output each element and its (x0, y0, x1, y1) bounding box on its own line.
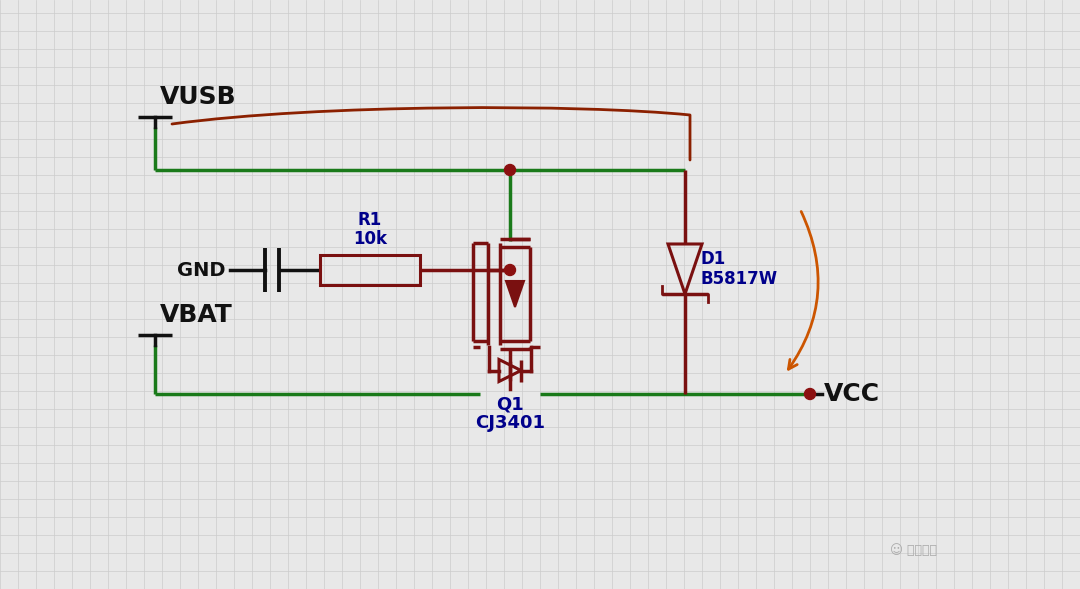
Text: VBAT: VBAT (160, 303, 233, 327)
Text: VUSB: VUSB (160, 85, 237, 109)
Polygon shape (507, 281, 524, 307)
Text: D1
B5817W: D1 B5817W (701, 250, 778, 287)
Text: ☺ 芯片之家: ☺ 芯片之家 (890, 544, 937, 557)
Circle shape (504, 264, 515, 276)
Text: Q1
CJ3401: Q1 CJ3401 (475, 395, 545, 432)
Text: VCC: VCC (824, 382, 880, 406)
Text: GND: GND (176, 260, 225, 280)
Circle shape (504, 164, 515, 176)
Bar (320, 255, 420, 285)
Text: R1
10k: R1 10k (353, 211, 387, 248)
Circle shape (805, 389, 815, 399)
